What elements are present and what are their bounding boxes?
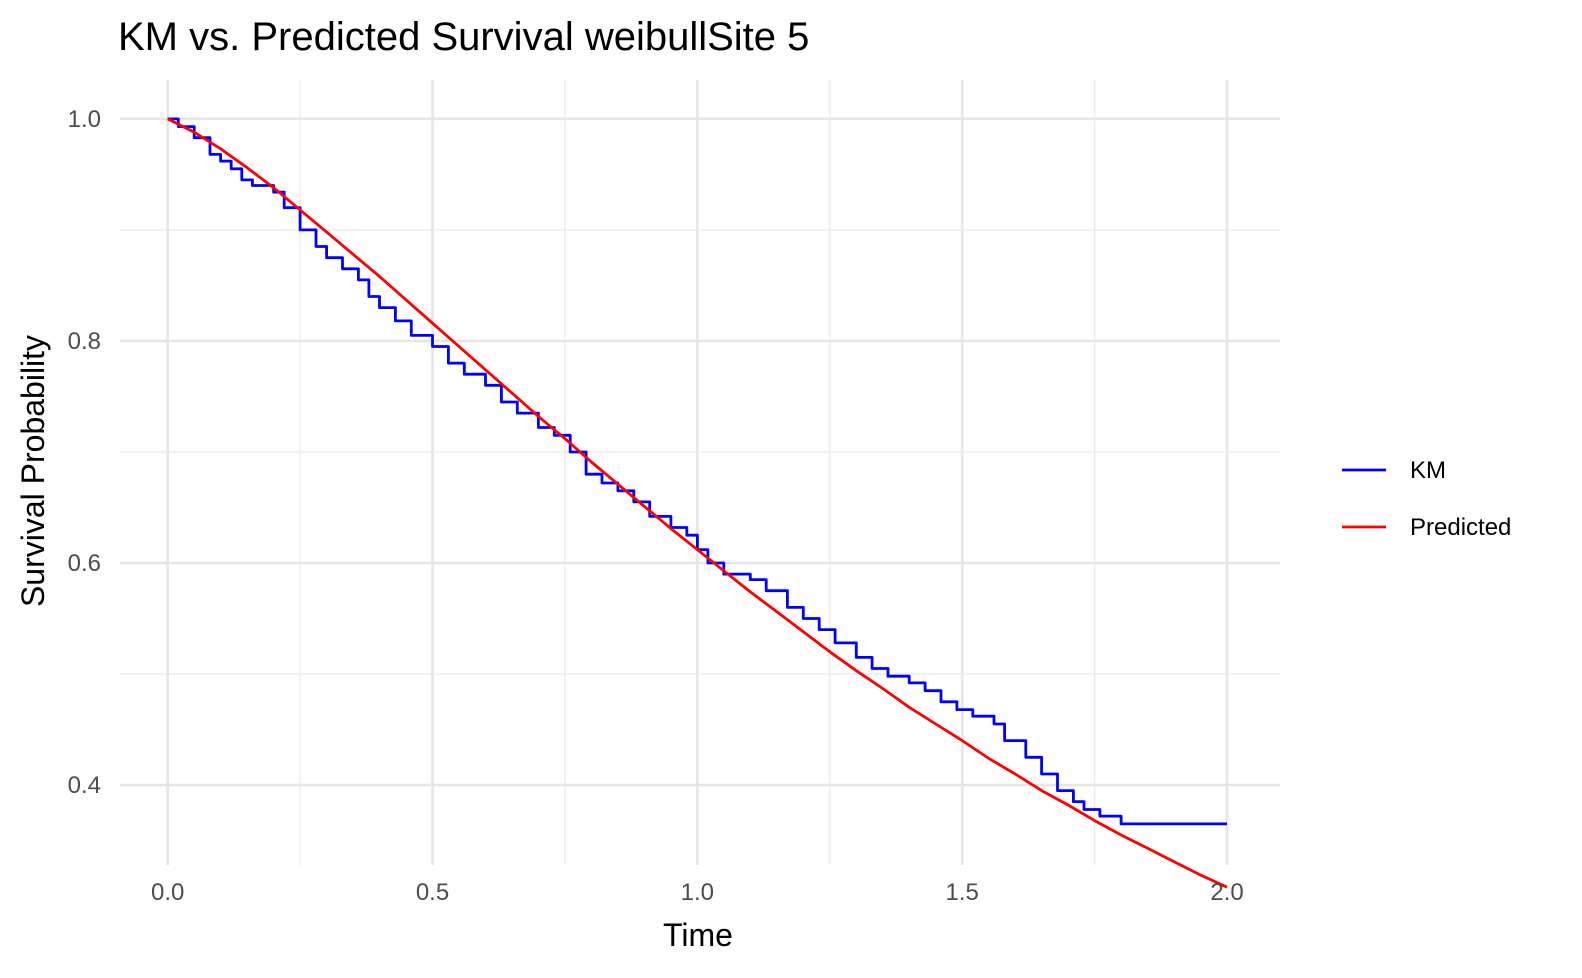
major-gridlines — [120, 80, 1280, 865]
y-tick-label: 1.0 — [68, 106, 101, 133]
x-tick-label: 2.0 — [1210, 879, 1243, 906]
x-tick-label: 1.0 — [681, 879, 714, 906]
x-tick-label: 1.5 — [946, 879, 979, 906]
series-lines — [167, 117, 1228, 889]
y-axis-label: Survival Probability — [15, 335, 51, 607]
chart-title: KM vs. Predicted Survival weibullSite 5 — [118, 15, 809, 59]
y-axis-ticks: 0.4 0.6 0.8 1.0 — [68, 106, 101, 799]
minor-gridlines — [120, 80, 1280, 865]
y-tick-label: 0.8 — [68, 328, 101, 355]
y-tick-label: 0.4 — [68, 772, 101, 799]
x-tick-label: 0.0 — [151, 879, 184, 906]
x-axis-label: Time — [663, 917, 733, 953]
legend-label-km: KM — [1410, 457, 1446, 484]
series-line-predicted — [167, 117, 1228, 889]
x-tick-label: 0.5 — [416, 879, 449, 906]
x-axis-ticks: 0.0 0.5 1.0 1.5 2.0 — [151, 879, 1244, 906]
legend-label-predicted: Predicted — [1410, 514, 1511, 541]
y-tick-label: 0.6 — [68, 550, 101, 577]
legend: KM Predicted — [1342, 457, 1511, 541]
